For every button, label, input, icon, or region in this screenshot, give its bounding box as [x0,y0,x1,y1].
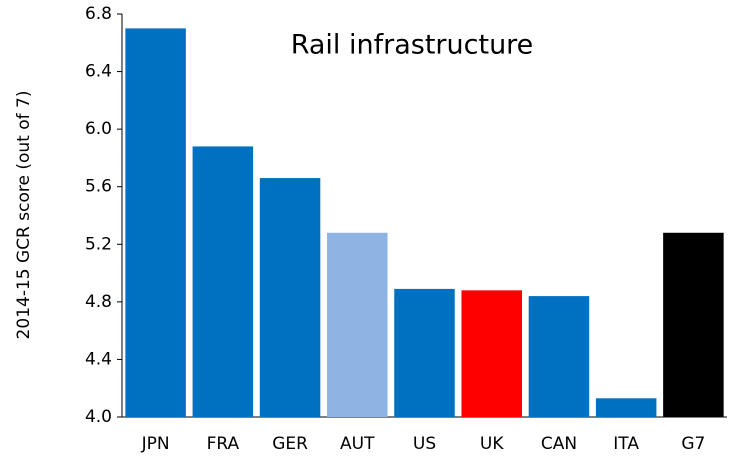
y-tick-label: 4.4 [85,349,112,369]
bar [327,232,388,417]
x-tick-label: JPN [141,434,170,454]
chart-title: Rail infrastructure [291,30,534,61]
bar [663,232,724,417]
y-tick-label: 6.0 [85,119,112,139]
bar [595,398,657,417]
y-tick-label: 5.2 [85,234,112,254]
x-tick-label: G7 [681,434,705,454]
bar [394,288,455,417]
y-tick-label: 5.6 [85,177,112,197]
y-axis-label: 2014-15 GCR score (out of 7) [14,91,34,340]
y-tick-label: 6.8 [85,4,112,24]
x-tick-label: FRA [207,434,240,454]
x-tick-label: GER [272,434,308,454]
y-tick-label: 4.0 [85,407,112,427]
bar [259,178,321,417]
bar [125,28,186,418]
x-tick-label: AUT [340,434,375,454]
y-tick-label: 4.8 [85,292,112,312]
x-tick-label: ITA [613,434,639,454]
x-tick-label: UK [480,434,504,454]
bar [528,296,590,417]
x-tick-label: US [413,434,436,454]
x-tick-label: CAN [541,434,577,454]
bar [192,146,254,417]
bar [461,290,522,417]
y-tick-label: 6.4 [85,62,112,82]
